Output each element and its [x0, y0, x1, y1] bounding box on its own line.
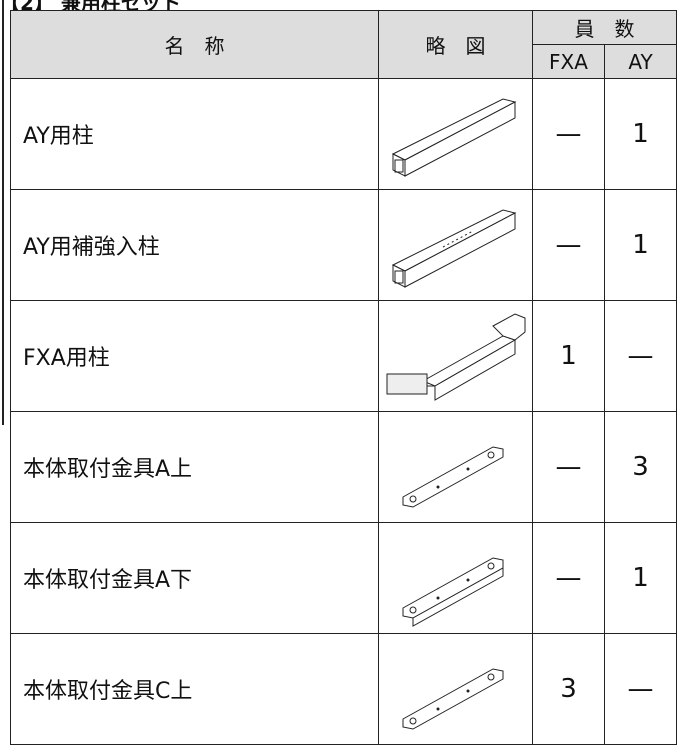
part-diagram: [402, 557, 503, 627]
count-cell: 1: [604, 522, 677, 634]
count-cell: —: [604, 633, 677, 745]
part-name: 本体取付金具C上: [10, 633, 379, 745]
count-cell: —: [532, 78, 605, 190]
diagram-cell: [378, 633, 533, 745]
count-cell: 3: [532, 633, 605, 745]
header-cell: 員 数: [532, 10, 677, 45]
binding-line: [2, 0, 4, 425]
part-diagram: [391, 209, 516, 288]
diagram-cell: [378, 300, 533, 412]
diagram-cell: [378, 411, 533, 523]
count-cell: 1: [532, 300, 605, 412]
part-name: AY用補強入柱: [10, 189, 379, 301]
count-cell: 1: [604, 189, 677, 301]
count-cell: —: [532, 189, 605, 301]
count-cell: —: [604, 300, 677, 412]
part-diagram: [386, 313, 525, 401]
header-cell: FXA: [532, 44, 605, 79]
count-cell: —: [532, 411, 605, 523]
diagram-cell: [378, 189, 533, 301]
count-cell: —: [532, 522, 605, 634]
part-name: 本体取付金具A下: [10, 522, 379, 634]
count-cell: 1: [604, 78, 677, 190]
header-cell: 略 図: [378, 10, 533, 79]
header-cell: 名 称: [10, 10, 379, 79]
diagram-cell: [378, 522, 533, 634]
part-diagram: [402, 668, 503, 730]
part-diagram: [402, 446, 503, 508]
part-name: 本体取付金具A上: [10, 411, 379, 523]
count-cell: 3: [604, 411, 677, 523]
part-diagram: [391, 98, 516, 177]
parts-table: 名 称 略 図 員 数 FXA AY AY用柱 —1 AY用補強入柱 —1 FXA用柱 1…: [10, 10, 677, 745]
part-name: AY用柱: [10, 78, 379, 190]
part-name: FXA用柱: [10, 300, 379, 412]
diagram-cell: [378, 78, 533, 190]
header-cell: AY: [604, 44, 677, 79]
